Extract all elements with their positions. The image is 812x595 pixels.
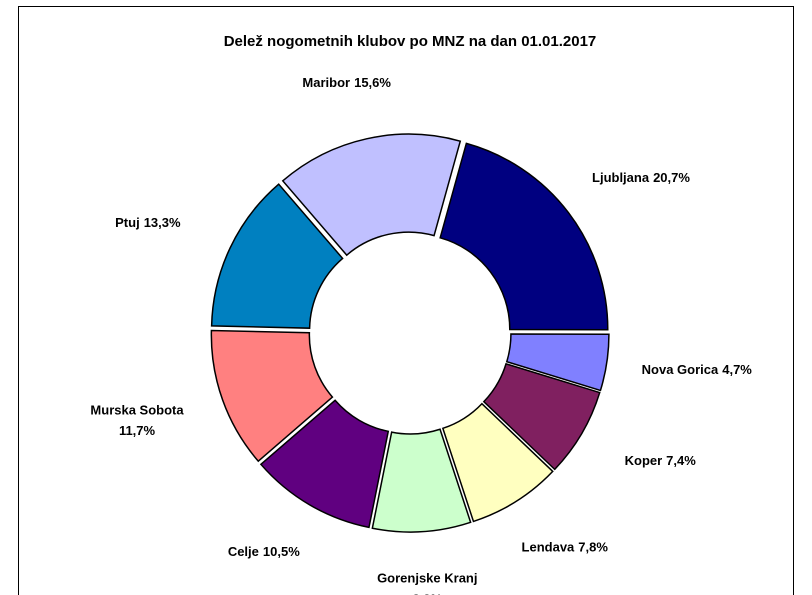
donut-slice xyxy=(210,329,334,463)
data-label: Gorenjske Kranj 8,2% xyxy=(377,571,477,595)
data-label: Murska Sobota 11,7% xyxy=(90,403,184,439)
data-label: Ljubljana 20,7% xyxy=(592,170,690,185)
data-label: Maribor 15,6% xyxy=(302,76,391,91)
label-value: 7,4% xyxy=(666,453,696,468)
label-value: 4,7% xyxy=(722,362,752,377)
chart-title: Delež nogometnih klubov po MNZ na dan 01… xyxy=(224,33,597,50)
label-value: 7,8% xyxy=(578,540,608,555)
label-value: 13,3% xyxy=(144,215,181,230)
data-label: Nova Gorica 4,7% xyxy=(642,362,753,377)
donut-slice xyxy=(439,142,609,331)
label-value: 15,6% xyxy=(354,76,391,91)
data-label: Ptuj 13,3% xyxy=(115,215,181,230)
label-category: Celje xyxy=(228,545,259,560)
label-value: 8,2% xyxy=(412,592,442,595)
label-category: Koper xyxy=(625,453,663,468)
donut-slice xyxy=(441,402,554,523)
label-category: Murska Sobota xyxy=(90,403,184,418)
donut-slice xyxy=(371,428,472,533)
donut-slice xyxy=(259,399,390,529)
data-label: Koper 7,4% xyxy=(625,453,697,468)
label-category: Maribor xyxy=(302,76,350,91)
label-category: Gorenjske Kranj xyxy=(377,571,477,586)
donut-slice xyxy=(281,133,462,257)
data-label: Lendava 7,8% xyxy=(522,540,609,555)
label-value: 10,5% xyxy=(263,545,300,560)
label-value: 20,7% xyxy=(653,170,690,185)
label-value: 11,7% xyxy=(119,424,156,439)
donut-slice xyxy=(505,333,610,392)
label-category: Ljubljana xyxy=(592,170,650,185)
label-category: Ptuj xyxy=(115,215,140,230)
donut-slice xyxy=(210,183,344,329)
data-label: Celje 10,5% xyxy=(228,545,300,560)
label-category: Lendava xyxy=(522,540,576,555)
chart-border xyxy=(18,6,794,595)
label-category: Nova Gorica xyxy=(642,362,719,377)
donut-slice xyxy=(482,362,601,471)
